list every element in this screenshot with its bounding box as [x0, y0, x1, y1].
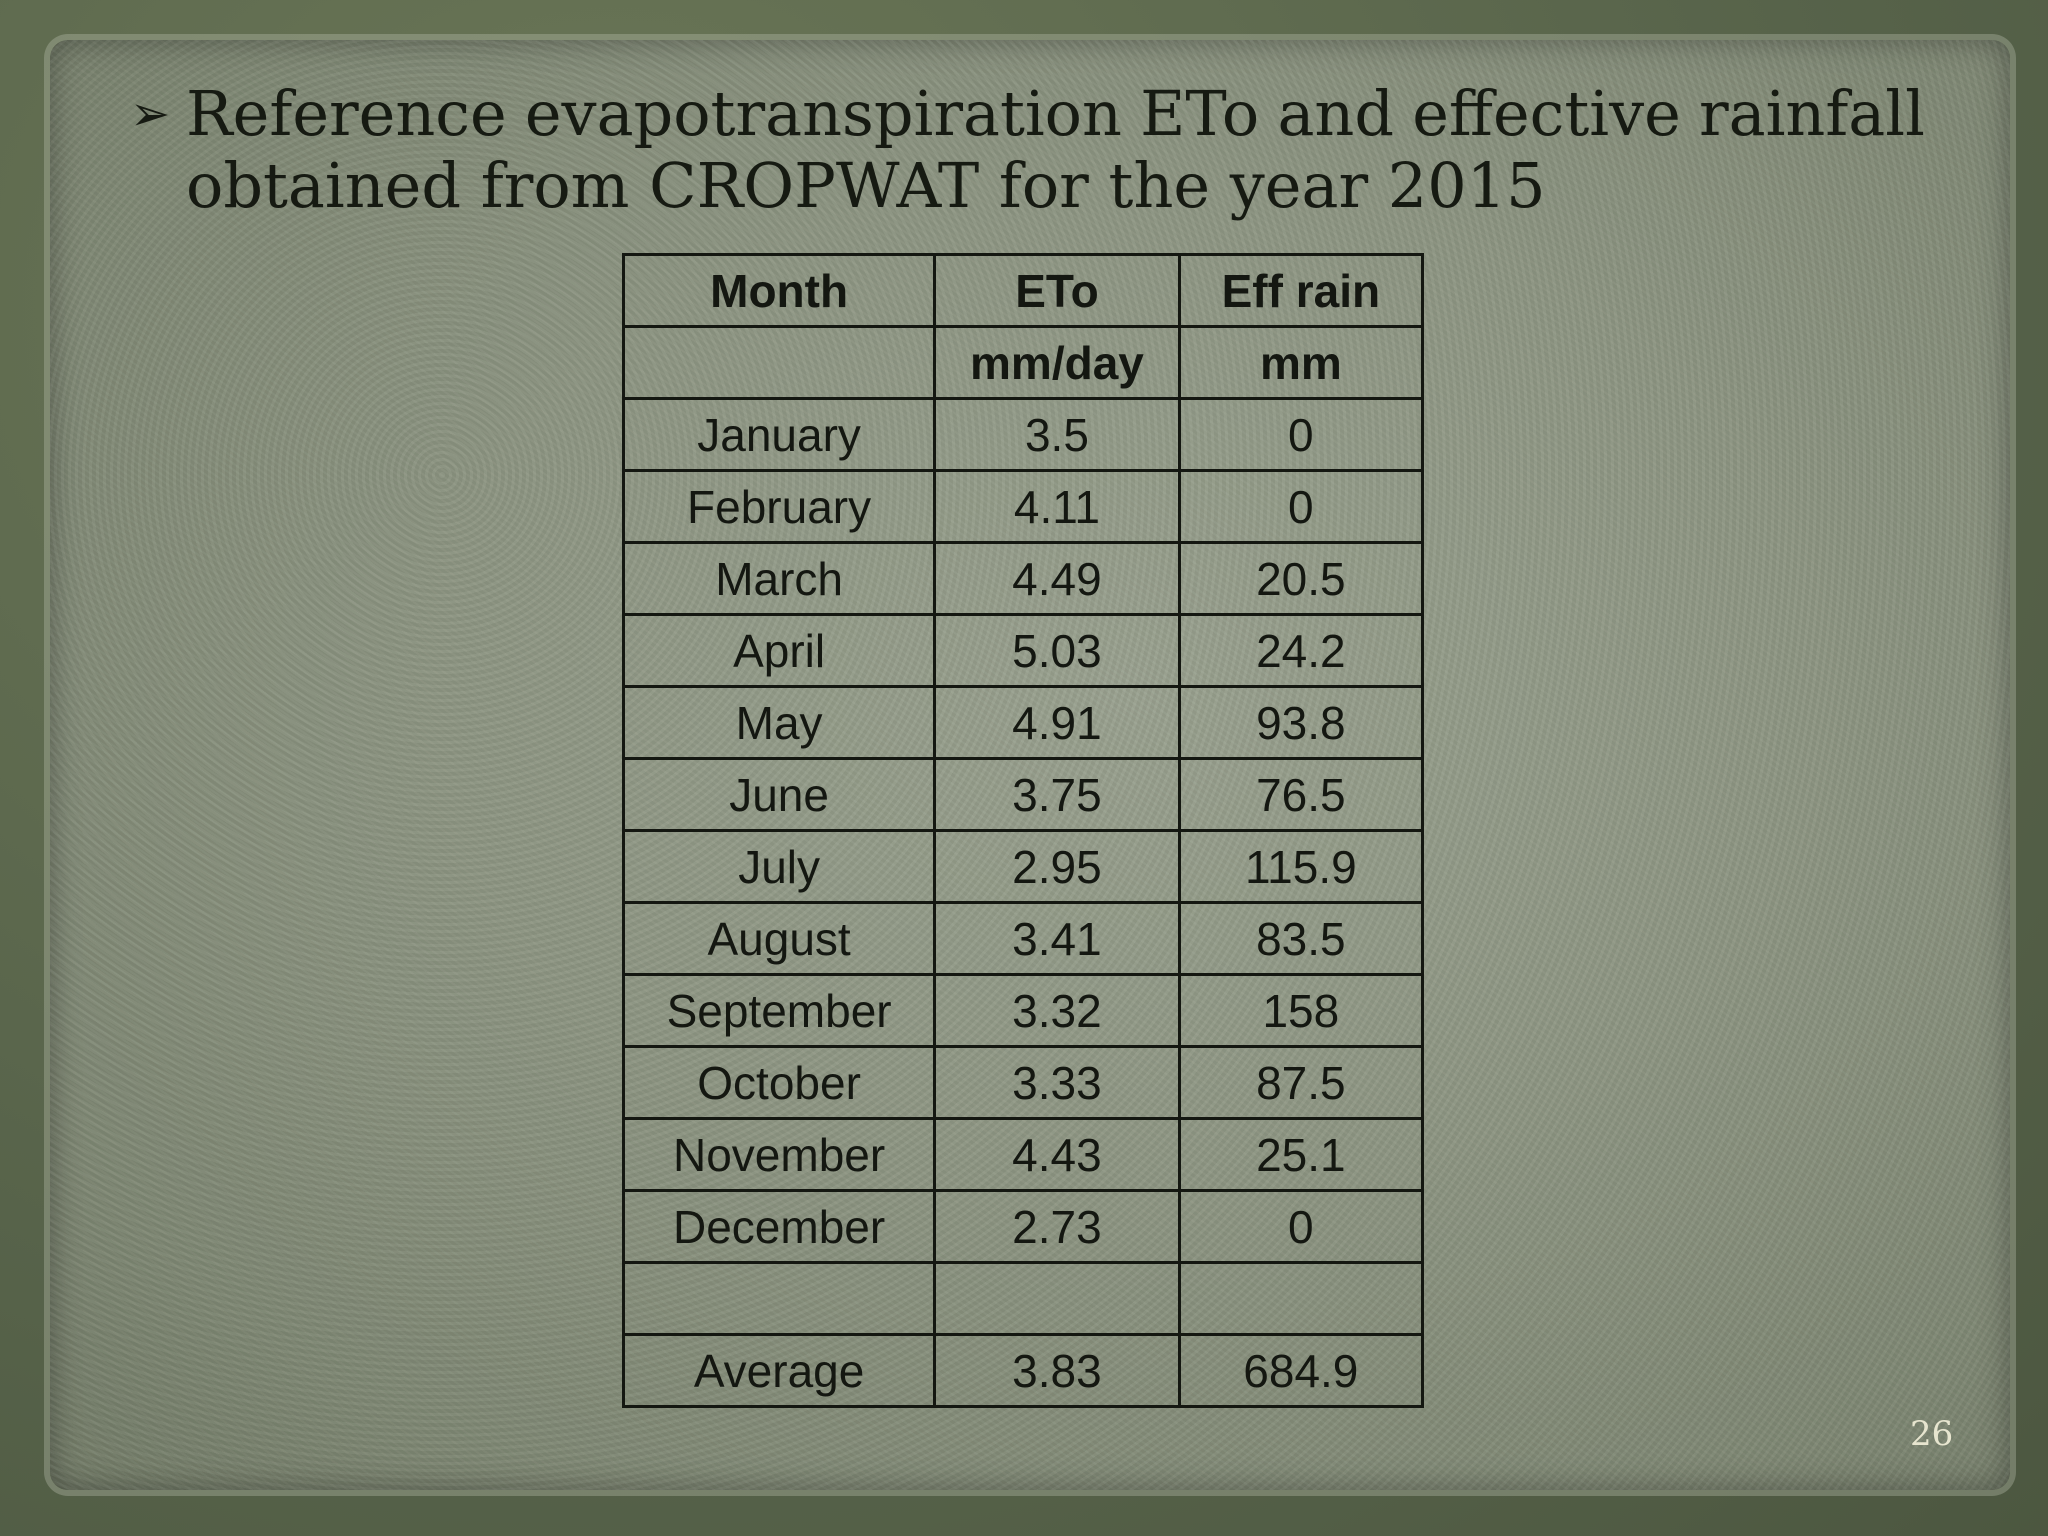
unit-month: [621, 325, 937, 400]
heading-line-1: Reference evapotranspiration ETo and eff…: [186, 78, 1925, 150]
cell-average-label: Average: [621, 1333, 937, 1408]
table-row: October 3.33 87.5: [621, 1045, 1425, 1120]
table-row: January 3.5 0: [621, 397, 1425, 472]
cell-eto: 3.75: [933, 757, 1181, 832]
table-row: December 2.73 0: [621, 1189, 1425, 1264]
table-row: March 4.49 20.5: [621, 541, 1425, 616]
cell-month: June: [621, 757, 937, 832]
cell-eff-rain: [1177, 1261, 1425, 1336]
heading-line-2: obtained from CROPWAT for the year 2015: [186, 149, 1546, 222]
cell-month: February: [621, 469, 937, 544]
table-row: February 4.11 0: [621, 469, 1425, 544]
unit-eto: mm/day: [933, 325, 1181, 400]
heading-word: effective: [1412, 77, 1681, 150]
cell-eff-rain: 0: [1177, 469, 1425, 544]
heading-word: evapotranspiration: [524, 77, 1122, 150]
table-row: April 5.03 24.2: [621, 613, 1425, 688]
cell-month: November: [621, 1117, 937, 1192]
cell-month: May: [621, 685, 937, 760]
cell-eff-rain: 20.5: [1177, 541, 1425, 616]
cell-month: July: [621, 829, 937, 904]
header-month: Month: [621, 253, 937, 328]
cell-month: April: [621, 613, 937, 688]
cell-eff-rain: 93.8: [1177, 685, 1425, 760]
cell-eto: 4.43: [933, 1117, 1181, 1192]
eto-rainfall-table: Month ETo Eff rain mm/day mm January 3.5…: [621, 253, 1425, 1408]
bullet-arrow-icon: ➢: [130, 86, 171, 142]
cell-eto: 4.91: [933, 685, 1181, 760]
cell-eff-rain: 76.5: [1177, 757, 1425, 832]
cell-month: [621, 1261, 937, 1336]
table-row: September 3.32 158: [621, 973, 1425, 1048]
cell-average-eto: 3.83: [933, 1333, 1181, 1408]
cell-eto: 2.73: [933, 1189, 1181, 1264]
table-row: May 4.91 93.8: [621, 685, 1425, 760]
heading-word: and: [1277, 77, 1395, 150]
cell-eff-rain: 87.5: [1177, 1045, 1425, 1120]
cell-average-eff-rain: 684.9: [1177, 1333, 1425, 1408]
cell-month: September: [621, 973, 937, 1048]
table-row: August 3.41 83.5: [621, 901, 1425, 976]
table-row: July 2.95 115.9: [621, 829, 1425, 904]
cell-eff-rain: 83.5: [1177, 901, 1425, 976]
unit-eff-rain: mm: [1177, 325, 1425, 400]
header-eff-rain: Eff rain: [1177, 253, 1425, 328]
cell-month: December: [621, 1189, 937, 1264]
heading-word: Reference: [186, 77, 507, 150]
cell-eff-rain: 0: [1177, 397, 1425, 472]
cell-month: October: [621, 1045, 937, 1120]
table-row: November 4.43 25.1: [621, 1117, 1425, 1192]
heading-word: rainfall: [1699, 77, 1925, 150]
cell-eto: 3.5: [933, 397, 1181, 472]
table-units-row: mm/day mm: [621, 325, 1425, 400]
cell-eff-rain: 115.9: [1177, 829, 1425, 904]
header-eto: ETo: [933, 253, 1181, 328]
table-average-row: Average 3.83 684.9: [621, 1333, 1425, 1408]
table-row: June 3.75 76.5: [621, 757, 1425, 832]
cell-eto: 4.11: [933, 469, 1181, 544]
cell-eff-rain: 25.1: [1177, 1117, 1425, 1192]
cell-eto: 3.32: [933, 973, 1181, 1048]
cell-eto: [933, 1261, 1181, 1336]
cell-month: January: [621, 397, 937, 472]
cell-month: August: [621, 901, 937, 976]
cell-eff-rain: 0: [1177, 1189, 1425, 1264]
cell-eff-rain: 24.2: [1177, 613, 1425, 688]
cell-eto: 4.49: [933, 541, 1181, 616]
cell-month: March: [621, 541, 937, 616]
cell-eto: 3.33: [933, 1045, 1181, 1120]
cell-eff-rain: 158: [1177, 973, 1425, 1048]
slide-page-number: 26: [1910, 1414, 1954, 1454]
cell-eto: 3.41: [933, 901, 1181, 976]
heading-word: ETo: [1140, 77, 1260, 150]
table-header-row: Month ETo Eff rain: [621, 253, 1425, 328]
cell-eto: 2.95: [933, 829, 1181, 904]
table-blank-row: [621, 1261, 1425, 1336]
cell-eto: 5.03: [933, 613, 1181, 688]
